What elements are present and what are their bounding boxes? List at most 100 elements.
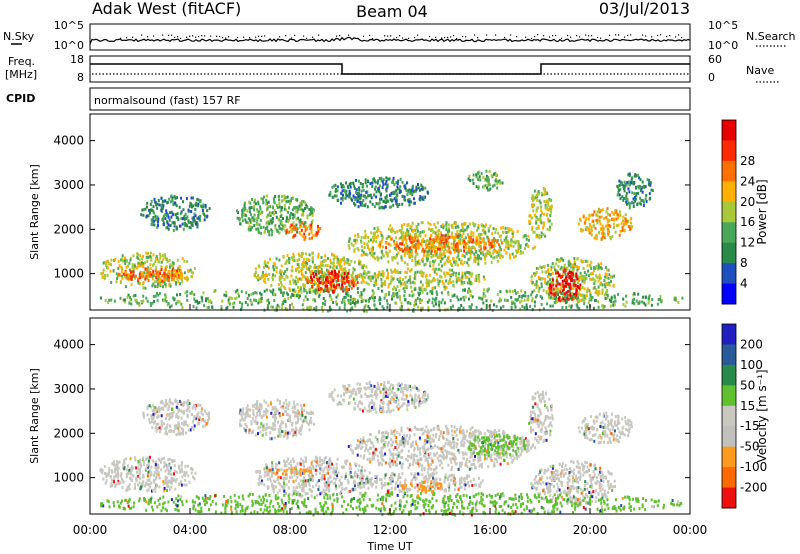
power-cell: [144, 267, 147, 271]
power-cell: [411, 221, 414, 225]
power-cell: [604, 275, 607, 279]
velocity-cell: [173, 472, 175, 476]
power-cell: [433, 268, 436, 272]
power-cell: [530, 216, 533, 220]
power-cell: [160, 196, 163, 200]
power-cell: [493, 240, 496, 244]
power-cell: [462, 288, 465, 292]
power-cell: [310, 223, 313, 227]
power-cell: [633, 174, 636, 178]
nsearch-dot: [495, 34, 497, 36]
power-cell: [159, 272, 161, 275]
power-cell: [548, 228, 551, 232]
power-cell: [380, 234, 383, 237]
power-cell: [269, 219, 272, 223]
power-cell: [409, 190, 412, 193]
power-cell: [185, 216, 188, 220]
power-cell: [391, 227, 394, 231]
power-cell: [462, 241, 464, 245]
power-cell: [674, 296, 677, 300]
power-cell: [311, 207, 313, 211]
power-cell: [273, 292, 276, 296]
power-cell: [518, 246, 521, 250]
power-cell: [538, 199, 541, 203]
power-cell: [499, 181, 502, 185]
power-cell: [535, 221, 538, 225]
nsearch-dot: [678, 34, 680, 36]
power-cell: [585, 216, 588, 220]
power-cell: [391, 277, 394, 281]
power-cell: [180, 196, 183, 200]
power-cell: [448, 259, 451, 263]
power-cell: [289, 289, 292, 292]
power-cell: [603, 217, 606, 221]
power-cell: [498, 250, 501, 254]
power-cell: [549, 287, 551, 291]
power-cell: [376, 181, 379, 185]
power-cell: [382, 274, 384, 278]
nsearch-dot: [651, 36, 653, 38]
power-cell: [504, 226, 507, 230]
power-cell: [393, 239, 395, 243]
power-cell: [309, 287, 312, 291]
power-cell: [156, 225, 159, 229]
power-cell: [390, 230, 393, 234]
velocity-cell: [150, 465, 153, 469]
power-cell: [164, 278, 167, 282]
power-cell: [606, 207, 609, 211]
power-cell: [299, 288, 302, 292]
power-cell: [146, 299, 149, 303]
velocity-cell: [154, 463, 157, 467]
power-cell: [467, 289, 470, 293]
power-cell: [345, 275, 348, 279]
power-cell: [204, 214, 206, 218]
power-cell: [288, 230, 291, 234]
power-cell: [200, 204, 202, 208]
power-cell: [352, 270, 355, 274]
power-cell: [267, 229, 270, 233]
power-cell: [556, 287, 559, 291]
power-cell: [205, 297, 208, 301]
nsearch-dot: [615, 34, 617, 36]
power-cell: [107, 259, 110, 263]
power-cell: [298, 277, 301, 281]
power-cell: [529, 304, 532, 308]
power-cell: [357, 192, 360, 195]
power-cell: [302, 213, 305, 217]
power-cell: [421, 298, 423, 302]
power-cell: [395, 236, 398, 240]
power-cell: [270, 283, 273, 287]
velocity-cell: [150, 405, 152, 409]
velocity-cell: [169, 472, 172, 476]
power-cell: [497, 243, 500, 247]
power-cell: [206, 209, 209, 213]
power-cell: [464, 275, 467, 279]
power-cell: [266, 194, 268, 198]
power-cell: [278, 276, 281, 280]
power-cell: [480, 247, 483, 251]
power-cell: [364, 299, 367, 303]
power-cell: [101, 275, 104, 279]
power-cell: [141, 261, 143, 265]
power-cell: [364, 194, 366, 198]
power-cell: [353, 184, 356, 188]
power-cell: [334, 276, 336, 280]
power-cell: [190, 210, 193, 213]
power-cell: [268, 222, 271, 226]
power-cell: [628, 183, 631, 187]
power-cell: [468, 277, 471, 281]
power-cell: [550, 208, 552, 212]
power-cell: [352, 284, 355, 288]
power-cell: [417, 186, 420, 190]
power-cell: [155, 203, 158, 207]
power-cell: [546, 208, 549, 211]
power-cell: [194, 222, 197, 226]
power-cell: [650, 303, 653, 307]
power-cell: [260, 226, 262, 230]
power-cell: [434, 237, 437, 241]
power-cell: [171, 277, 174, 281]
power-cell: [469, 256, 472, 259]
power-cell: [346, 289, 349, 293]
power-cell: [156, 270, 159, 274]
power-cell: [546, 269, 549, 273]
